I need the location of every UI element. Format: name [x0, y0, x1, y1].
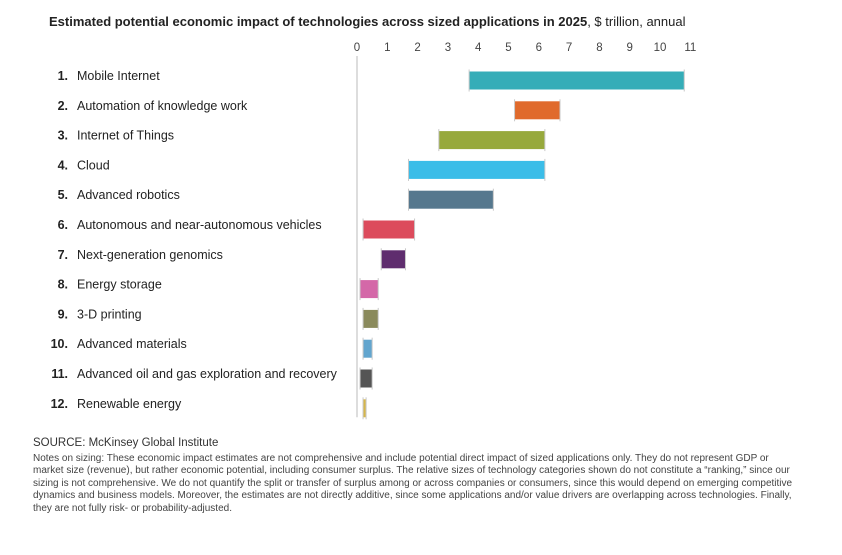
category-label: Automation of knowledge work — [77, 99, 248, 113]
category-rank: 10. — [51, 337, 68, 351]
x-tick-label: 3 — [445, 42, 451, 54]
x-tick-label: 6 — [536, 42, 542, 54]
category-rank: 11. — [51, 367, 68, 381]
category-label: Energy storage — [77, 278, 162, 292]
category-rank: 8. — [58, 278, 68, 292]
category-label: Mobile Internet — [77, 69, 160, 83]
range-bar — [363, 399, 367, 418]
chart-title: Estimated potential economic impact of t… — [49, 14, 685, 29]
category-label: Advanced robotics — [77, 188, 180, 202]
category-label: Internet of Things — [77, 129, 174, 143]
category-rank: 1. — [58, 69, 68, 83]
category-label: Advanced materials — [77, 337, 187, 351]
category-rank: 2. — [58, 99, 68, 113]
range-bar — [469, 71, 685, 90]
category-label: Advanced oil and gas exploration and rec… — [77, 367, 338, 381]
category-label: Next-generation genomics — [77, 248, 223, 262]
x-tick-label: 4 — [475, 42, 482, 54]
category-rank: 7. — [58, 248, 68, 262]
range-bar — [408, 190, 494, 209]
x-tick-label: 1 — [384, 42, 390, 54]
category-rank: 9. — [58, 307, 68, 321]
chart-title-units: , $ trillion, annual — [587, 14, 686, 29]
category-rank: 12. — [51, 397, 68, 411]
category-label: Cloud — [77, 158, 110, 172]
source-note: SOURCE: McKinsey Global Institute — [33, 437, 219, 449]
x-tick-label: 7 — [566, 42, 572, 54]
category-label: Renewable energy — [77, 397, 182, 411]
range-bar — [363, 220, 415, 239]
range-bar — [363, 339, 373, 358]
range-bar — [381, 250, 406, 269]
category-rank: 4. — [58, 158, 68, 172]
x-tick-label: 5 — [505, 42, 511, 54]
x-tick-label: 0 — [354, 42, 360, 54]
category-rank: 6. — [58, 218, 68, 232]
x-tick-label: 2 — [414, 42, 420, 54]
range-bar — [360, 280, 379, 299]
category-label: Autonomous and near-autonomous vehicles — [77, 218, 322, 232]
range-bar — [408, 160, 545, 179]
range-bar — [360, 369, 373, 388]
range-bar — [438, 131, 545, 150]
x-tick-label: 10 — [654, 42, 667, 54]
range-bar — [363, 309, 379, 328]
category-label: 3-D printing — [77, 307, 142, 321]
range-bar-chart: 0 1 2 3 4 5 6 7 8 9 10 11 1. Mobile Internet 2. Automat… — [51, 42, 696, 420]
category-rank: 3. — [58, 129, 68, 143]
chart-title-bold: Estimated potential economic impact of t… — [49, 14, 588, 29]
category-rank: 5. — [58, 188, 68, 202]
sizing-notes: Notes on sizing: These economic impact e… — [33, 453, 793, 514]
x-tick-label: 8 — [596, 42, 602, 54]
x-tick-label: 11 — [684, 42, 696, 54]
range-bar — [514, 101, 561, 120]
x-tick-label: 9 — [626, 42, 632, 54]
